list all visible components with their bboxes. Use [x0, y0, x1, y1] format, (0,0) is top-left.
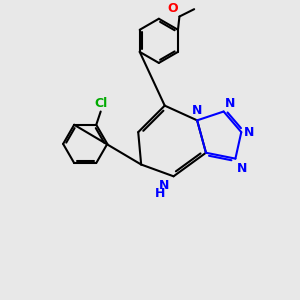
Text: O: O — [167, 2, 178, 15]
Text: N: N — [159, 179, 169, 192]
Text: Cl: Cl — [94, 97, 107, 110]
Text: N: N — [237, 162, 247, 175]
Text: H: H — [155, 187, 165, 200]
Text: N: N — [192, 104, 202, 117]
Text: N: N — [225, 97, 236, 110]
Text: N: N — [244, 126, 255, 139]
